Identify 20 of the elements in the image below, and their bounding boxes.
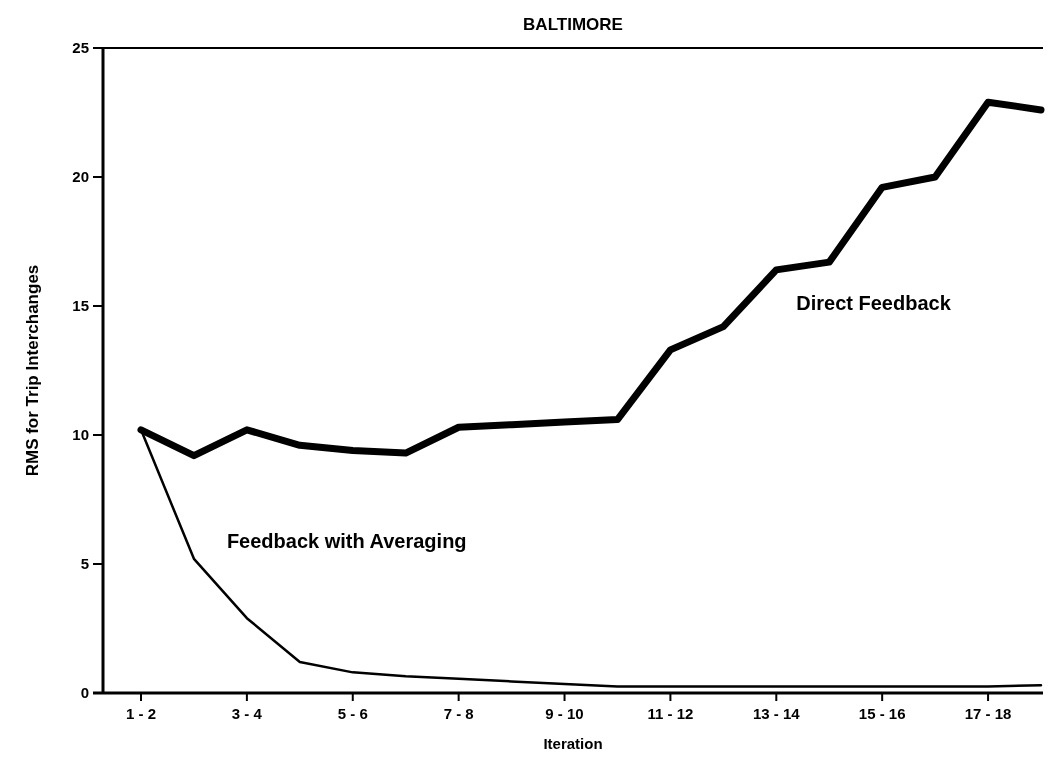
series-label: Feedback with Averaging [226, 530, 467, 553]
x-tick-label: 3 - 4 [231, 705, 263, 722]
y-tick-label: 15 [72, 297, 89, 315]
chart-title: BALTIMORE [523, 15, 623, 34]
series-label: Direct Feedback [796, 291, 952, 314]
y-tick-label: 5 [80, 555, 89, 573]
x-tick-label: 9 - 10 [545, 705, 584, 722]
y-axis-title: RMS for Trip Interchanges [23, 264, 42, 477]
y-tick-label: 10 [72, 426, 89, 444]
x-tick-label: 17 - 18 [964, 705, 1012, 722]
x-tick-label: 15 - 16 [858, 705, 906, 722]
y-tick-label: 0 [80, 684, 89, 702]
x-tick-label: 5 - 6 [337, 705, 368, 722]
x-axis-title: Iteration [543, 735, 603, 752]
x-tick-label: 7 - 8 [443, 705, 474, 722]
x-tick-label: 13 - 14 [752, 705, 801, 722]
y-tick-label: 20 [72, 168, 89, 186]
x-tick-label: 11 - 12 [647, 705, 694, 722]
y-tick-label: 25 [72, 39, 89, 57]
x-tick-label: 1 - 2 [125, 705, 157, 722]
